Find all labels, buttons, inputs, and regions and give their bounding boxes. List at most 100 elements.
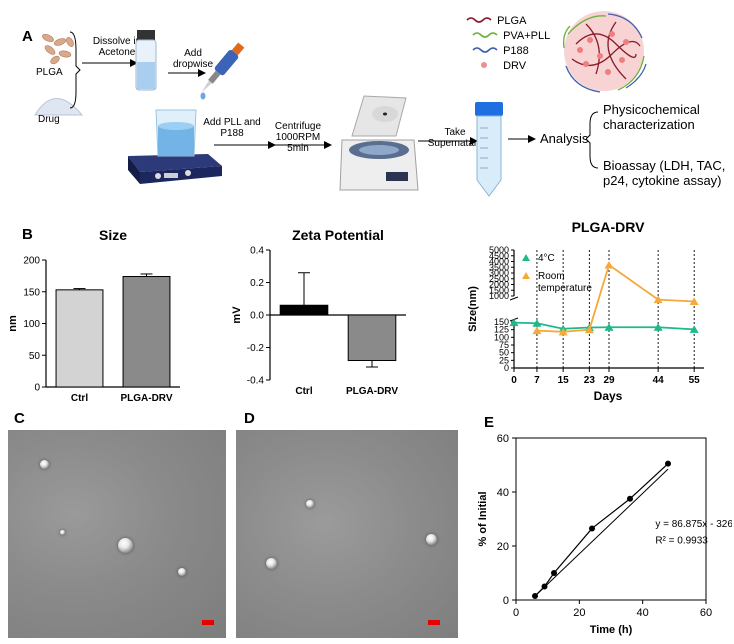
x-tick-label: 20 xyxy=(573,607,585,619)
y-axis-label: nm xyxy=(7,315,19,332)
arrow-pll xyxy=(214,141,276,149)
y-tick-label: 60 xyxy=(497,433,509,445)
arrow-dissolve xyxy=(82,59,138,67)
y-tick-label: 0 xyxy=(503,595,509,607)
plga-drv-size-chart: PLGA-DRV10001500200025003000350040004500… xyxy=(467,219,704,403)
series-line xyxy=(534,463,669,597)
data-point xyxy=(604,323,614,331)
category-label: PLGA-DRV xyxy=(120,393,172,404)
nanoparticle-dot xyxy=(306,500,314,508)
y-tick-label: 50 xyxy=(499,348,509,358)
y-tick-label: 4000 xyxy=(489,257,509,267)
legend-drv: DRV xyxy=(466,59,550,74)
panel-label-a: A xyxy=(22,28,33,45)
y-tick-label: 50 xyxy=(29,351,41,362)
data-point xyxy=(551,570,557,576)
y-tick-label: 1500 xyxy=(489,285,509,295)
legend-label: Room temperature xyxy=(538,271,592,294)
axis-break-mark xyxy=(509,296,519,301)
centrifuge-icon xyxy=(339,95,419,191)
x-tick-label: 15 xyxy=(558,375,570,386)
data-point xyxy=(532,592,538,599)
stirrer-beaker-icon xyxy=(128,109,222,184)
nanoparticle-dot xyxy=(40,460,49,469)
arrow-dropwise xyxy=(168,69,206,77)
y-tick-label: 125 xyxy=(494,325,509,335)
legend-marker xyxy=(522,272,530,279)
vial-icon xyxy=(135,30,157,91)
series-line xyxy=(536,263,695,333)
data-point xyxy=(541,583,548,590)
x-axis-label: Time (h) xyxy=(590,624,633,636)
bioassay-label: Bioassay (LDH, TAC, p24, cytokine assay) xyxy=(603,158,726,188)
dropwise-label: Add dropwise xyxy=(172,48,214,70)
trendline-r2: R² = 0.9933 xyxy=(655,535,708,546)
y-tick-label: 100 xyxy=(23,319,40,330)
scale-bar xyxy=(428,620,440,625)
y-axis-label: % of Initial xyxy=(477,492,489,547)
category-label: Ctrl xyxy=(71,393,88,404)
bar xyxy=(279,304,329,316)
arrow-centrifuge xyxy=(274,141,332,149)
y-tick-label: 150 xyxy=(23,287,40,298)
data-point xyxy=(509,318,519,327)
series-line xyxy=(513,321,695,331)
nanoparticle-dot xyxy=(178,568,186,576)
x-tick-label: 40 xyxy=(637,607,649,619)
data-point xyxy=(589,525,595,532)
legend-pva-pll-label: PVA+PLL xyxy=(503,30,551,42)
y-tick-label: 0 xyxy=(34,383,40,394)
nanoparticle-legend: PLGA PVA+PLL P188 DRV xyxy=(466,14,550,74)
x-tick-label: 0 xyxy=(513,607,519,619)
tem-image-control xyxy=(8,430,226,638)
size-chart: Size 0 50 100 150 200 nm Ctrl PLGA-DRV xyxy=(7,227,180,404)
pll-label: Add PLL and P188 xyxy=(203,117,261,139)
plot-frame xyxy=(515,437,707,601)
category-label: PLGA-DRV xyxy=(346,386,398,397)
legend-drv-label: DRV xyxy=(503,60,527,72)
data-point xyxy=(653,323,663,331)
zeta-chart: Zeta Potential -0.4 -0.2 0.0 0.2 0.4 mV Ctrl PLG… xyxy=(231,227,406,397)
bar xyxy=(347,314,397,361)
y-tick-label: 25 xyxy=(499,355,509,365)
legend-plga: PLGA xyxy=(466,14,550,29)
x-tick-label: 44 xyxy=(653,375,665,386)
analysis-label: Analysis xyxy=(540,131,589,146)
y-tick-label: 150 xyxy=(494,317,509,327)
nanoparticle-dot xyxy=(426,534,437,545)
y-axis-label: mV xyxy=(231,306,243,324)
chart-title: PLGA-DRV xyxy=(572,219,646,235)
nanoparticle-icon xyxy=(562,11,647,93)
analysis-bracket-icon xyxy=(586,111,599,169)
legend-plga-label: PLGA xyxy=(497,15,527,27)
y-tick-label: 0.0 xyxy=(250,311,264,322)
y-tick-label: 3500 xyxy=(489,262,509,272)
pva-chain-icon xyxy=(472,32,498,38)
legend-p188: P188 xyxy=(466,44,550,59)
trendline xyxy=(534,468,669,597)
chart-title: Size xyxy=(99,227,127,243)
y-tick-label: 5000 xyxy=(489,245,509,255)
drug-label: Drug xyxy=(38,114,60,125)
y-tick-label: 100 xyxy=(494,332,509,342)
tem-image-plga-drv xyxy=(236,430,458,638)
data-point xyxy=(532,326,542,335)
bar xyxy=(122,276,171,388)
arrow-supernatant xyxy=(418,137,478,145)
data-point xyxy=(558,327,568,336)
y-tick-label: 1000 xyxy=(489,291,509,301)
y-tick-label: 0.2 xyxy=(250,278,264,289)
legend-label: 4°C xyxy=(538,253,555,264)
y-tick-label: 4500 xyxy=(489,251,509,261)
panel-label-c: C xyxy=(14,410,25,427)
panel-label-d: D xyxy=(244,410,255,427)
nanoparticle-dot xyxy=(266,558,277,569)
y-tick-label: -0.4 xyxy=(247,376,265,387)
drv-dot-icon xyxy=(481,62,487,68)
y-axis-label: SIze(nm) xyxy=(467,286,479,332)
y-tick-label: 0 xyxy=(504,363,509,373)
data-point xyxy=(665,460,671,467)
y-tick-label: 200 xyxy=(23,256,40,267)
data-point xyxy=(689,325,699,333)
physchem-label: Physicochemical characterization xyxy=(603,102,700,132)
